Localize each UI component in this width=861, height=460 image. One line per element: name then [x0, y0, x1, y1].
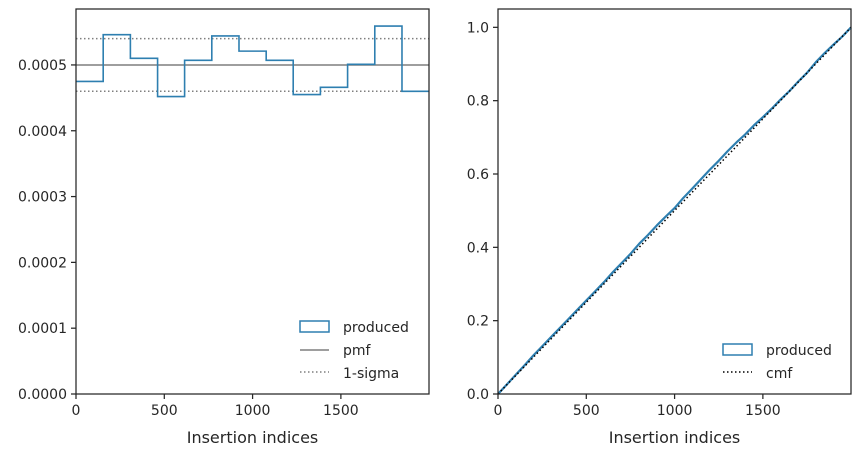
left-tick-group: 0 500 1000 1500 0.0000 0.0001 0.0002 0.0003 0.00…: [18, 58, 359, 419]
y-tick-label: 0.0001: [18, 321, 67, 337]
cmf-line: [497, 26, 852, 395]
y-tick-label: 1.0: [467, 20, 489, 36]
right-legend: produced cmf: [722, 343, 832, 382]
y-tick-label: 0.4: [467, 240, 489, 256]
right-tick-group: 0 500 1000 1500 0.0 0.2 0.4 0.6 0.8 1.0: [467, 20, 781, 419]
y-tick-label: 0.0002: [18, 255, 67, 271]
x-tick-label: 1500: [745, 403, 781, 419]
x-tick-label: 500: [151, 403, 178, 419]
y-tick-label: 0.2: [467, 314, 489, 330]
produced-histogram-step: [76, 25, 429, 98]
left-x-axis-label: Insertion indices: [187, 428, 319, 447]
y-tick-label: 0.0004: [18, 124, 67, 140]
y-tick-label: 0.6: [467, 167, 489, 183]
y-tick-label: 0.0: [467, 387, 489, 403]
legend-produced-label: produced: [343, 320, 409, 336]
y-tick-label: 0.8: [467, 94, 489, 110]
left-plot-area: [76, 25, 429, 98]
legend-produced-label: produced: [766, 343, 832, 359]
right-chart: 0 500 1000 1500 0.0 0.2 0.4 0.6 0.8 1.0 Insertion…: [467, 8, 852, 447]
y-tick-label: 0.0003: [18, 190, 67, 206]
legend-pmf-label: pmf: [343, 343, 372, 359]
legend-cmf-label: cmf: [766, 366, 793, 382]
x-tick-label: 500: [573, 403, 600, 419]
left-axes-frame: [75, 8, 430, 395]
right-x-axis-label: Insertion indices: [609, 428, 741, 447]
legend-produced-patch: [299, 320, 330, 333]
x-tick-label: 1000: [657, 403, 693, 419]
x-tick-label: 1500: [323, 403, 359, 419]
y-tick-label: 0.0005: [18, 58, 67, 74]
x-tick-label: 0: [72, 403, 81, 419]
legend-produced-patch: [722, 343, 753, 356]
y-tick-label: 0.0000: [18, 387, 67, 403]
x-tick-label: 0: [494, 403, 503, 419]
right-plot-area: [497, 26, 852, 395]
left-legend: produced pmf 1-sigma: [299, 320, 409, 382]
legend-1sigma-label: 1-sigma: [343, 366, 399, 382]
left-chart: 0 500 1000 1500 0.0000 0.0001 0.0002 0.0003 0.00…: [18, 8, 430, 447]
x-tick-label: 1000: [235, 403, 271, 419]
